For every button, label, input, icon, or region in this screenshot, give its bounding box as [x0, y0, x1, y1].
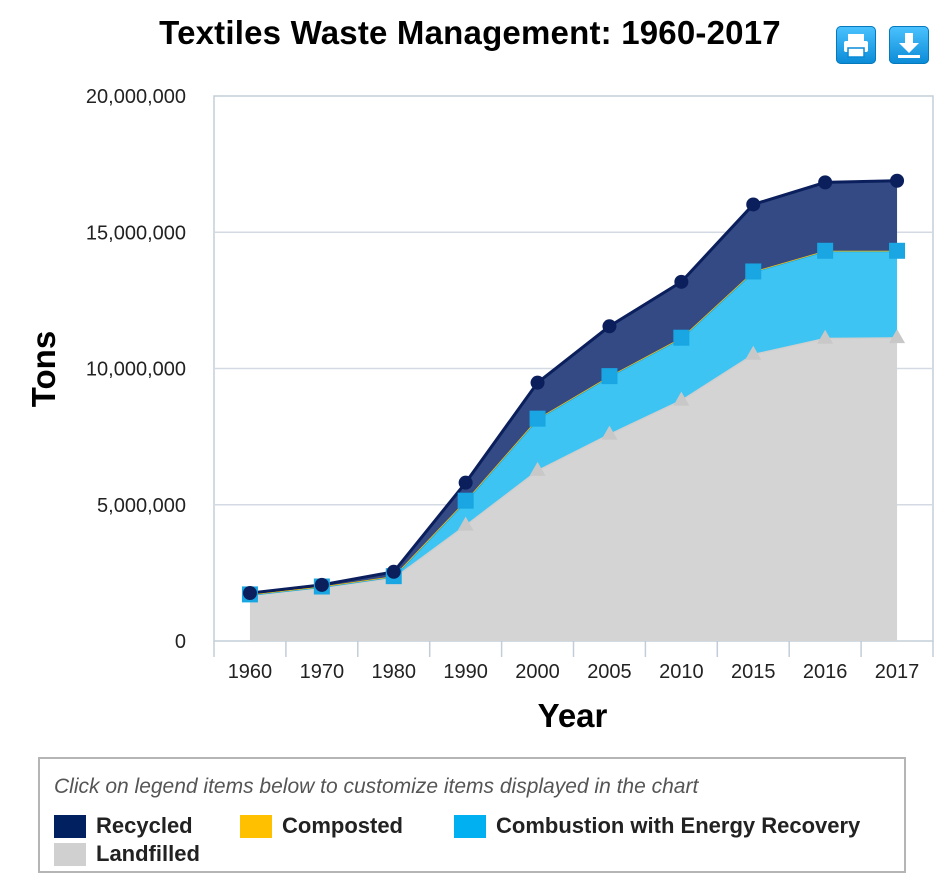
- legend-item-recycled[interactable]: Recycled: [54, 813, 193, 839]
- legend-swatch-combustion: [454, 814, 486, 838]
- x-tick-label: 1970: [300, 661, 345, 683]
- point-combustion: [529, 410, 546, 427]
- area-recycled: [249, 180, 898, 595]
- y-tick-label: 0: [175, 631, 186, 653]
- area-chart: 0 5,000,000 10,000,000 15,000,000 20,000,000…: [25, 86, 934, 734]
- legend: Click on legend items below to customize…: [38, 757, 906, 873]
- point-recycled: [818, 175, 833, 190]
- y-tick-label: 10,000,000: [86, 359, 186, 381]
- point-landfilled: [457, 516, 474, 531]
- legend-item-landfilled[interactable]: Landfilled: [54, 841, 200, 867]
- point-recycled: [314, 577, 329, 592]
- x-tick-label: 2000: [515, 661, 560, 683]
- area-combustion-with-energy-recovery: [249, 250, 898, 595]
- download-button[interactable]: [889, 26, 929, 64]
- y-tick-label: 20,000,000: [86, 86, 186, 108]
- x-tick-label: 2010: [659, 661, 704, 683]
- point-combustion: [601, 368, 618, 385]
- x-tick-label: 1990: [443, 661, 488, 683]
- point-recycled: [242, 586, 257, 601]
- point-landfilled: [529, 461, 546, 476]
- legend-hint: Click on legend items below to customize…: [54, 775, 699, 798]
- point-combustion: [673, 329, 690, 346]
- x-axis-title: Year: [538, 697, 608, 734]
- point-landfilled: [817, 329, 834, 344]
- x-tick-label: 2015: [731, 661, 776, 683]
- x-tick-label: 1960: [228, 661, 273, 683]
- legend-swatch-composted: [240, 814, 272, 838]
- point-landfilled: [601, 425, 618, 440]
- legend-swatch-recycled: [54, 814, 86, 838]
- legend-label-composted: Composted: [282, 813, 403, 838]
- x-tick-label: 2016: [803, 661, 848, 683]
- point-recycled: [458, 475, 473, 490]
- point-combustion: [745, 263, 762, 280]
- point-landfilled: [889, 329, 906, 344]
- legend-item-composted[interactable]: Composted: [240, 813, 403, 839]
- x-tick-label: 2005: [587, 661, 632, 683]
- point-recycled: [890, 173, 905, 188]
- legend-label-combustion: Combustion with Energy Recovery: [496, 813, 861, 838]
- line-recycled: [249, 179, 898, 595]
- x-tick-label: 1980: [372, 661, 417, 683]
- point-recycled: [530, 375, 545, 390]
- download-icon: [898, 33, 920, 58]
- legend-label-recycled: Recycled: [96, 813, 193, 838]
- legend-swatch-landfilled: [54, 842, 86, 866]
- y-axis-title: Tons: [25, 331, 62, 407]
- point-recycled: [602, 319, 617, 334]
- printer-icon: [844, 34, 868, 58]
- x-tick-label: 2017: [875, 661, 920, 683]
- point-combustion: [889, 242, 906, 259]
- legend-item-combustion[interactable]: Combustion with Energy Recovery: [454, 813, 860, 839]
- chart-title: Textiles Waste Management: 1960-2017: [159, 14, 781, 51]
- point-recycled: [746, 197, 761, 212]
- point-combustion: [817, 242, 834, 259]
- point-recycled: [674, 274, 689, 289]
- point-landfilled: [673, 391, 690, 406]
- legend-label-landfilled: Landfilled: [96, 841, 200, 866]
- point-recycled: [386, 564, 401, 579]
- point-combustion: [457, 492, 474, 509]
- print-button[interactable]: [836, 26, 876, 64]
- point-landfilled: [745, 345, 762, 360]
- y-tick-label: 15,000,000: [86, 222, 186, 244]
- y-tick-label: 5,000,000: [97, 495, 186, 517]
